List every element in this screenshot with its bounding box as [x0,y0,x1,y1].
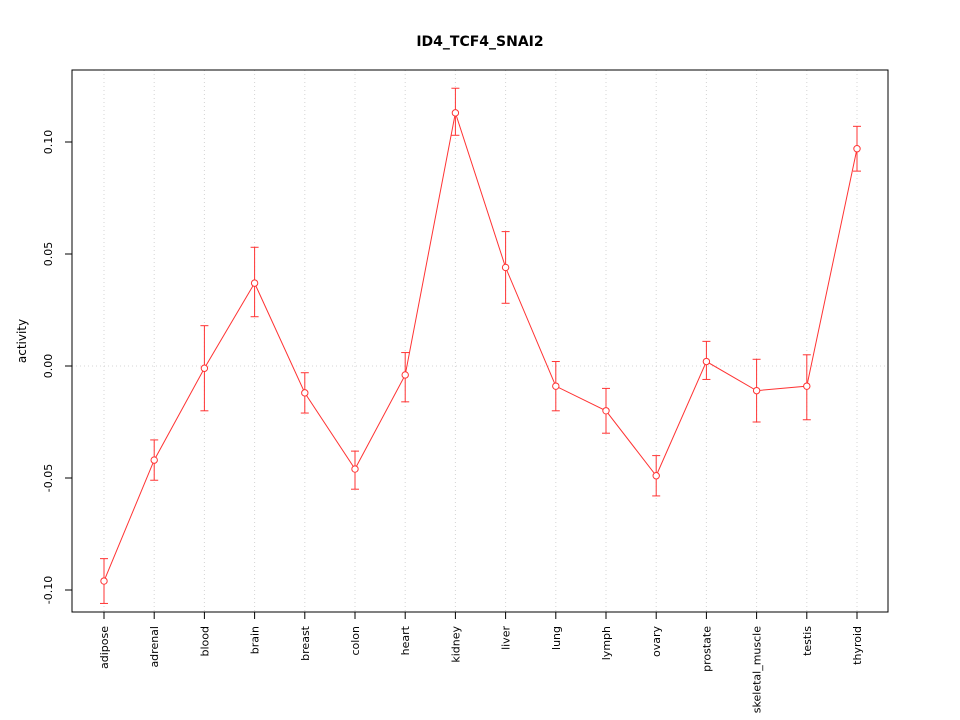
x-tick-label: adrenal [148,626,161,668]
y-axis: -0.10 -0.05 0.00 0.05 0.10 [42,130,72,604]
plot-border [71,69,889,613]
x-tick-label: heart [399,625,412,655]
x-tick-label: testis [801,626,814,656]
data-point [602,407,610,415]
data-point [451,109,460,117]
error-bars-group [100,87,861,604]
data-point [702,357,711,366]
chart-title: ID4_TCF4_SNAI2 [416,34,543,50]
data-points-group [100,109,861,585]
data-point [351,465,359,473]
y-tick-label: 0.05 [42,242,55,267]
data-point [501,263,510,272]
y-axis-label: activity [15,319,29,363]
x-tick-label: liver [500,626,513,650]
x-tick-label: thyroid [851,626,864,665]
x-tick-label: adipose [98,626,111,669]
x-tick-label: blood [198,626,211,656]
x-tick-label: colon [349,626,362,656]
x-tick-label: skeletal_muscle [751,626,764,713]
data-point [250,279,259,287]
y-tick-label: 0.10 [42,130,55,155]
data-point [301,389,309,397]
data-point [150,456,158,464]
data-point [200,364,209,372]
data-point [552,382,560,390]
y-tick-label: 0.00 [42,354,55,379]
gridlines-group [72,70,888,612]
x-tick-label: breast [299,625,312,661]
data-point [752,386,761,395]
y-tick-label: -0.10 [42,576,55,604]
data-point [652,472,660,480]
x-tick-label: lymph [600,626,613,660]
x-axis: adipose adrenal blood brain breast colon heart… [98,612,864,713]
x-tick-label: kidney [449,626,462,663]
data-point [853,145,861,153]
series-line [103,112,858,582]
x-tick-label: lung [550,626,563,650]
x-tick-label: ovary [650,626,663,658]
y-tick-label: -0.05 [42,464,55,492]
data-point [803,382,811,390]
data-point [100,577,108,585]
x-tick-label: prostate [700,626,713,672]
data-point [401,371,409,379]
x-tick-label: brain [249,626,262,654]
